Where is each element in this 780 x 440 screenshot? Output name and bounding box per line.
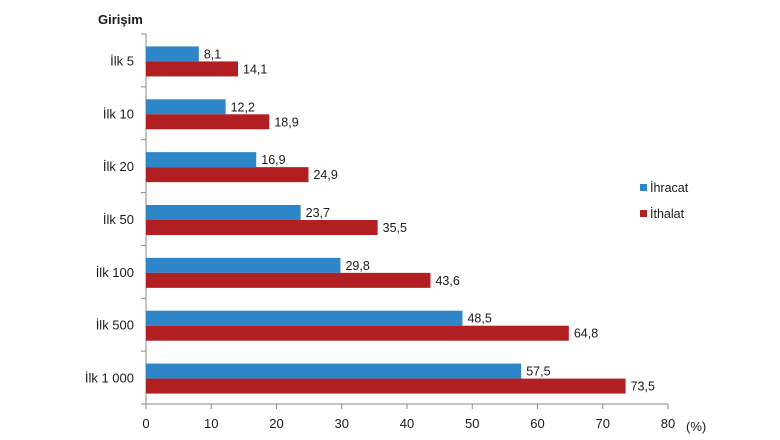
category-label: İlk 10 — [103, 106, 134, 121]
data-label: 16,9 — [261, 153, 285, 167]
data-label: 43,6 — [435, 274, 459, 288]
bars: 8,1 14,1 12,2 18,9 16,9 24,9 23,7 35,5 29,8 43,6 4… — [146, 46, 655, 394]
x-tick-label: 30 — [335, 416, 349, 431]
x-tick-label: 60 — [530, 416, 544, 431]
data-label: 12,2 — [231, 100, 255, 114]
legend-label: İthalat — [650, 207, 685, 221]
bar-ihracat — [146, 205, 301, 220]
bar-ithalat — [146, 325, 569, 341]
x-tick-label: 0 — [142, 416, 149, 431]
bar-ihracat — [146, 46, 199, 62]
data-label: 24,9 — [313, 168, 337, 182]
legend-swatch — [640, 210, 647, 217]
x-tick-label: 80 — [661, 416, 675, 431]
data-label: 23,7 — [306, 206, 330, 220]
category-label: İlk 100 — [96, 265, 134, 280]
x-tick-label: 40 — [400, 416, 414, 431]
bar-ithalat — [146, 114, 270, 130]
category-label: İlk 20 — [103, 159, 134, 174]
bar-ithalat — [146, 272, 431, 288]
category-label: İlk 50 — [103, 212, 134, 227]
bar-ihracat — [146, 152, 257, 168]
x-tick-label: 70 — [596, 416, 610, 431]
data-label: 73,5 — [631, 380, 655, 394]
legend-label: İhracat — [650, 181, 689, 195]
x-tick-label: 50 — [465, 416, 479, 431]
bar-ihracat — [146, 257, 341, 273]
data-label: 18,9 — [274, 115, 298, 129]
x-tick-label: 10 — [204, 416, 218, 431]
data-label: 57,5 — [526, 365, 550, 379]
x-axis-unit: (%) — [686, 419, 706, 434]
data-label: 29,8 — [345, 259, 369, 273]
bar-ithalat — [146, 61, 239, 77]
axes: 0 10 20 30 40 50 60 70 80 İlk 5 İlk 10 İlk 20 İlk 50… — [85, 33, 675, 431]
category-label: İlk 5 — [110, 53, 134, 68]
legend-swatch — [640, 184, 647, 191]
bar-ithalat — [146, 220, 378, 235]
bar-ihracat — [146, 363, 522, 379]
y-axis-title: Girişim — [98, 12, 143, 27]
data-label: 35,5 — [383, 221, 407, 235]
bar-ithalat — [146, 378, 626, 394]
x-tick-label: 20 — [269, 416, 283, 431]
data-label: 48,5 — [467, 312, 491, 326]
data-label: 14,1 — [243, 62, 267, 76]
data-label: 8,1 — [204, 47, 221, 61]
category-label: İlk 500 — [96, 318, 134, 333]
bar-ithalat — [146, 167, 309, 183]
data-label: 64,8 — [574, 327, 598, 341]
bar-ihracat — [146, 310, 463, 326]
legend: İhracat İthalat — [640, 181, 689, 221]
category-label: İlk 1 000 — [85, 371, 134, 386]
bar-ihracat — [146, 99, 226, 115]
